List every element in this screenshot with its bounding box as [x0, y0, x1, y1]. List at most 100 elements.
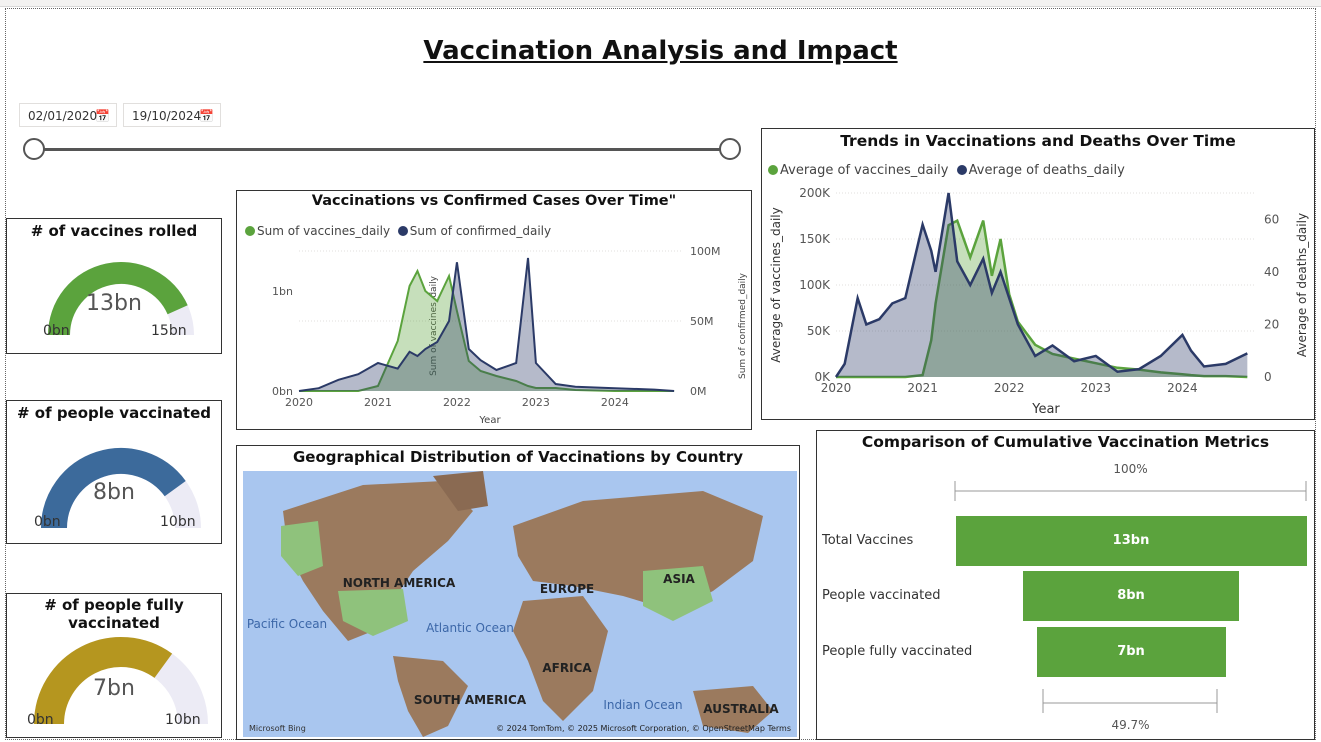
legend-dot-green	[768, 165, 778, 175]
y-axis-label-right: Average of deaths_daily	[1295, 213, 1309, 357]
gauge-title: # of people vaccinated	[16, 404, 212, 422]
funnel-label-fully: People fully vaccinated	[822, 644, 973, 659]
calendar-icon[interactable]: 📅	[95, 109, 110, 123]
funnel-brackets	[954, 481, 1307, 713]
x-tick-label: 2023	[522, 396, 550, 409]
map-label-asia: ASIA	[663, 572, 695, 586]
map-label-africa: AFRICA	[542, 661, 592, 675]
end-date-value: 19/10/2024	[132, 109, 202, 123]
ribbon-edge	[0, 0, 1321, 7]
land-greenland	[433, 471, 488, 511]
x-tick-label: 2024	[601, 396, 629, 409]
page-title: Vaccination Analysis and Impact	[423, 36, 898, 66]
gauge-title: # of people fully vaccinated	[44, 596, 184, 632]
chart-vaccinations-vs-cases[interactable]: Vaccinations vs Confirmed Cases Over Tim…	[236, 190, 752, 430]
map-title: Geographical Distribution of Vaccination…	[292, 448, 744, 466]
chart-vaccinations-vs-deaths[interactable]: Trends in Vaccinations and Deaths Over T…	[761, 128, 1315, 420]
y-tick-label-right: 50M	[690, 315, 714, 328]
legend-dot-green	[245, 226, 255, 236]
x-tick-label: 2022	[994, 381, 1025, 395]
calendar-icon[interactable]: 📅	[199, 109, 214, 123]
bing-logo: Microsoft Bing	[249, 724, 306, 733]
funnel-bar[interactable]: 8bn	[1023, 571, 1239, 621]
gauge-value: 7bn	[93, 676, 135, 701]
map-label-north-america: NORTH AMERICA	[343, 576, 456, 590]
x-axis-label: Year	[478, 415, 501, 426]
series-area-secondary	[836, 193, 1248, 377]
map-label-australia: AUSTRALIA	[703, 702, 779, 716]
chart-plot: Sum of vaccines_daily Sum of confirmed_d…	[272, 245, 748, 426]
legend-dot-navy	[397, 226, 408, 236]
date-slider-track[interactable]	[34, 148, 732, 151]
gauge-svg	[34, 637, 208, 725]
start-date-input[interactable]: 02/01/2020 📅	[19, 103, 117, 127]
gauge-value: 8bn	[93, 480, 135, 505]
y-tick-label-right: 0	[1264, 370, 1272, 384]
land-china	[643, 566, 713, 621]
y-axis-label-left: Sum of vaccines_daily	[429, 275, 439, 375]
funnel-bar[interactable]: 13bn	[955, 516, 1307, 566]
funnel-label-vaccinated: People vaccinated	[822, 588, 941, 603]
x-tick-label: 2021	[364, 396, 392, 409]
chart-plot: Average of vaccines_daily Average of dea…	[769, 186, 1309, 417]
funnel-cumulative-metrics[interactable]: Comparison of Cumulative Vaccination Met…	[816, 430, 1315, 740]
world-map[interactable]: NORTH AMERICA EUROPE ASIA AFRICA SOUTH A…	[243, 471, 797, 737]
gauge-max-label: 15bn	[151, 323, 187, 339]
funnel-label-total: Total Vaccines	[822, 533, 914, 548]
start-date-value: 02/01/2020	[28, 109, 98, 123]
map-label-europe: EUROPE	[540, 582, 594, 596]
series-line-vaccines	[836, 218, 1248, 379]
legend-item-deaths[interactable]: Average of deaths_daily	[968, 163, 1125, 178]
series-line-secondary	[834, 192, 1248, 378]
ocean-label-atlantic: Atlantic Ocean	[426, 621, 514, 635]
gauge-min-label: 0bn	[43, 323, 70, 339]
legend-item-vaccines[interactable]: Average of vaccines_daily	[780, 163, 949, 178]
gauge-min-label: 0bn	[34, 514, 61, 530]
y-tick-label-left: 1bn	[272, 285, 293, 298]
map-label-south-america: SOUTH AMERICA	[414, 693, 527, 707]
y-axis-label-right: Sum of confirmed_daily	[738, 272, 748, 379]
x-tick-label: 2024	[1167, 381, 1198, 395]
legend-item-vaccines[interactable]: Sum of vaccines_daily	[257, 224, 391, 238]
land-usa	[338, 589, 408, 636]
gauge-card-vaccines-rolled[interactable]: # of vaccines rolled 13bn 0bn 15bn	[6, 218, 222, 354]
gauge-min-label: 0bn	[27, 712, 54, 728]
ocean-label-indian: Indian Ocean	[603, 698, 682, 712]
ocean-label-pacific: Pacific Ocean	[247, 617, 327, 631]
chart-title: Vaccinations vs Confirmed Cases Over Tim…	[311, 193, 677, 209]
land-south-america	[393, 656, 468, 737]
series-line-vaccines	[299, 268, 675, 392]
gauge-max-label: 10bn	[160, 514, 196, 530]
x-tick-label: 2020	[821, 381, 852, 395]
land-north-america	[283, 481, 473, 641]
series-area-secondary	[299, 258, 675, 391]
date-slider-start-handle[interactable]	[23, 138, 45, 160]
end-date-input[interactable]: 19/10/2024 📅	[123, 103, 221, 127]
y-tick-label-right: 0M	[690, 385, 707, 398]
gauge-svg	[41, 448, 201, 529]
y-tick-label-left: 150K	[799, 232, 831, 246]
map-credits: © 2024 TomTom, © 2025 Microsoft Corporat…	[496, 724, 791, 733]
gauge-svg	[48, 262, 194, 336]
gauge-card-people-vaccinated[interactable]: # of people vaccinated 8bn 0bn 10bn	[6, 400, 222, 544]
funnel-title: Comparison of Cumulative Vaccination Met…	[861, 433, 1270, 451]
gauge-value: 13bn	[86, 291, 142, 316]
chart-legend: Average of vaccines_daily Average of dea…	[768, 163, 1125, 178]
y-tick-label-right: 100M	[690, 245, 721, 258]
y-tick-label-left: 100K	[799, 278, 831, 292]
x-axis-label: Year	[1031, 402, 1060, 417]
y-tick-label-left: 50K	[807, 324, 831, 338]
y-axis-label-left: Average of vaccines_daily	[769, 207, 783, 362]
legend-dot-navy	[956, 165, 967, 175]
land-africa	[513, 596, 608, 721]
chart-title: Trends in Vaccinations and Deaths Over T…	[840, 132, 1236, 150]
funnel-top-percent: 100%	[1113, 462, 1148, 476]
map-vaccinations-by-country[interactable]: Geographical Distribution of Vaccination…	[236, 445, 800, 740]
legend-item-confirmed[interactable]: Sum of confirmed_daily	[409, 224, 552, 238]
gauge-card-fully-vaccinated[interactable]: # of people fully vaccinated 7bn 0bn 10b…	[6, 593, 222, 738]
y-tick-label-right: 60	[1264, 212, 1279, 226]
funnel-bar[interactable]: 7bn	[1036, 627, 1226, 677]
gauge-title: # of vaccines rolled	[30, 222, 198, 240]
date-slider-end-handle[interactable]	[719, 138, 741, 160]
land-alaska	[281, 521, 323, 576]
